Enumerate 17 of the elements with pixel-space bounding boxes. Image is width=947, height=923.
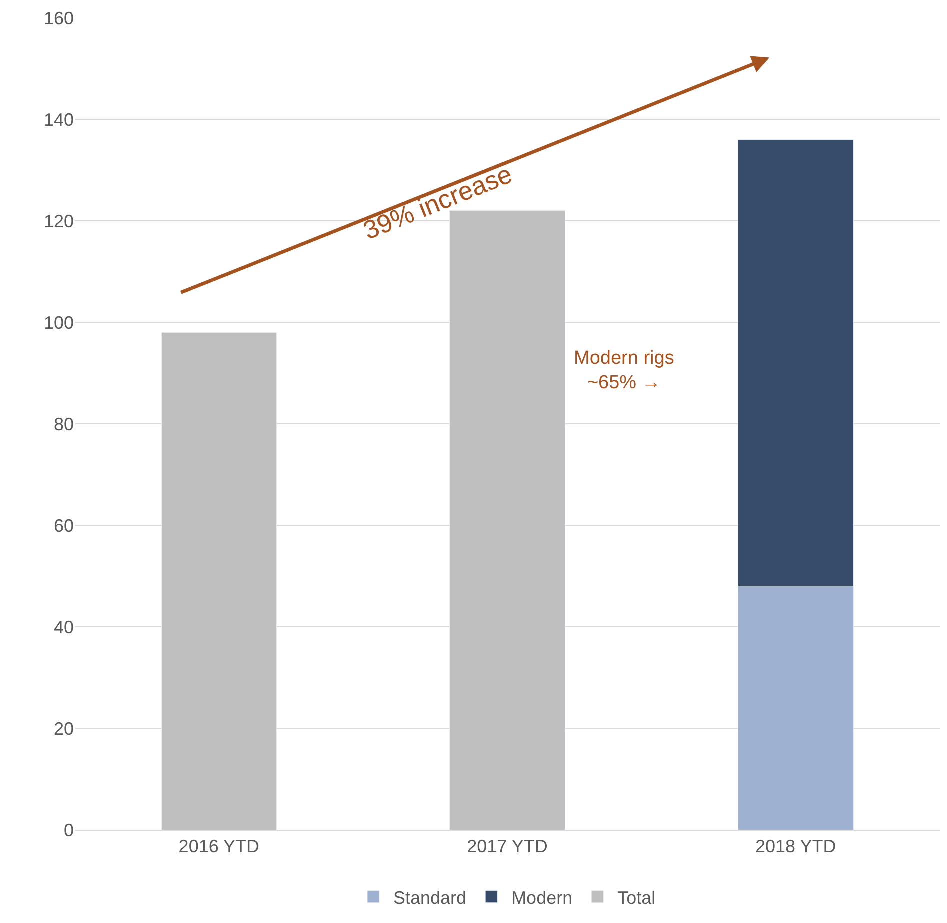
bar	[161, 332, 278, 830]
y-tick-label: 20	[54, 718, 74, 739]
legend-label: Total	[618, 888, 656, 908]
x-tick-label: 2017 YTD	[467, 836, 548, 857]
y-tick-label: 60	[54, 516, 74, 536]
y-tick-label: 80	[54, 414, 74, 434]
y-tick-label: 40	[54, 617, 74, 638]
legend-label: Standard	[394, 888, 467, 908]
annotation: Modern rigs ~65% →	[574, 348, 674, 394]
x-tick-label: 2018 YTD	[755, 836, 836, 857]
x-tick-label: 2016 YTD	[178, 836, 260, 857]
y-tick-label: 160	[44, 8, 74, 28]
y-tick-label: 100	[44, 312, 74, 333]
legend-label: Modern	[512, 888, 573, 908]
y-tick-label: 0	[64, 820, 74, 840]
y-tick-label: 120	[44, 211, 74, 232]
y-tick-label: 140	[44, 110, 74, 130]
